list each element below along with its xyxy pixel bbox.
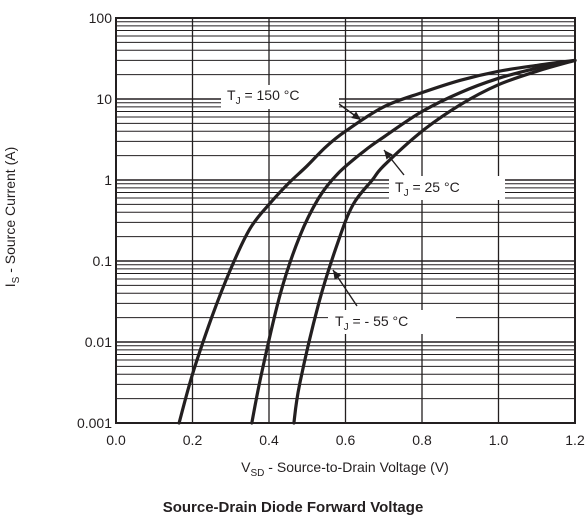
x-tick-label: 0.2 [183,432,203,448]
annotation-25c: TJ = 25 °C [395,179,460,199]
x-axis-title-rest: - Source-to-Drain Voltage (V) [264,459,448,475]
y-axis-title-sub: S [11,276,22,283]
series-line-25c [250,58,577,425]
plot-frame [115,17,576,424]
y-tick-label: 0.001 [77,415,112,431]
x-tick-label: 0.8 [412,432,432,448]
annotation-150c: TJ = 150 °C [227,87,299,107]
tick-labels: 0.0 0.2 0.4 0.6 0.8 1.0 1.2 0.001 0.01 0.1 1 10 100 [77,10,585,448]
annotation-arrow-head [351,111,361,120]
annotation-main: T [335,313,344,329]
annotation-rest: = 150 °C [241,87,300,103]
annotation-rest: = - 55 °C [349,313,409,329]
x-tick-label: 0.4 [259,432,279,448]
series-lines [177,58,577,425]
y-axis-title: IS - Source Current (A) [2,147,22,288]
y-tick-label: 100 [89,10,113,26]
annotation-sub: J [404,188,409,199]
series-line-minus55c [292,58,577,425]
y-axis-title-main: I [2,283,18,287]
y-tick-label: 1 [104,172,112,188]
annotation-box [389,176,505,200]
x-axis-title: VSD - Source-to-Drain Voltage (V) [241,459,449,479]
y-tick-label: 0.1 [93,253,113,269]
x-tick-label: 1.0 [489,432,509,448]
y-axis-title-rest: - Source Current (A) [2,147,18,277]
annotation-main: T [227,87,236,103]
chart-title: Source-Drain Diode Forward Voltage [162,499,424,516]
annotation-arrow-head [333,270,342,280]
x-tick-label: 1.2 [565,432,585,448]
series-annotations: TJ = 150 °CTJ = 25 °CTJ = - 55 °C [221,85,505,334]
y-tick-label: 10 [96,91,112,107]
annotation-minus55c: TJ = - 55 °C [335,313,408,333]
annotation-box [328,310,456,334]
series-line-150c [177,58,577,425]
annotation-sub: J [236,96,241,107]
annotation-rest: = 25 °C [409,179,460,195]
annotation-main: T [395,179,404,195]
x-tick-label: 0.0 [106,432,126,448]
annotation-arrow-head [384,150,393,160]
x-tick-label: 0.6 [336,432,356,448]
x-axis-title-sub: SD [251,468,265,479]
x-axis-title-main: V [241,459,251,475]
y-tick-label: 0.01 [85,334,112,350]
annotation-box [221,85,339,109]
annotation-sub: J [344,322,349,333]
